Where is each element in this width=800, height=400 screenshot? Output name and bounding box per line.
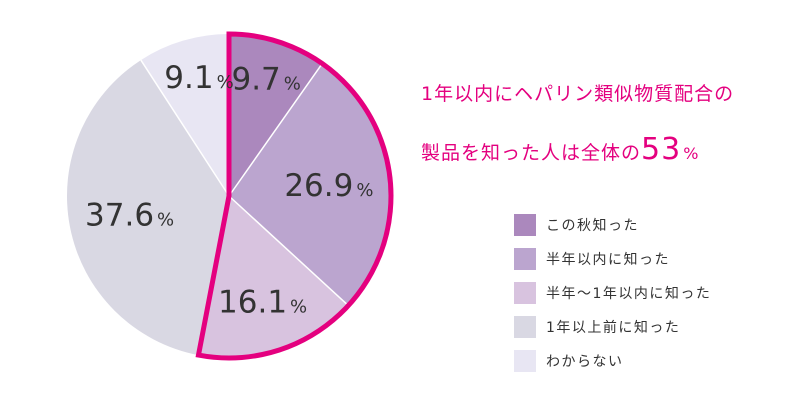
- pie-slice-3: [198, 196, 349, 359]
- legend: この秋知った 半年以内に知った 半年〜1年以内に知った 1年以上前に知った わか…: [514, 208, 784, 378]
- legend-swatch: [514, 248, 536, 270]
- legend-item-unknown: わからない: [514, 344, 784, 378]
- slice-value-number: 9.7: [231, 62, 280, 98]
- legend-swatch: [514, 316, 536, 338]
- headline-line-1: 1年以内にヘパリン類似物質配合の: [421, 83, 735, 105]
- slice-value-label: 16.1%: [218, 285, 307, 321]
- slice-value-unit: %: [284, 74, 301, 95]
- slice-value-unit: %: [356, 180, 373, 201]
- headline: 1年以内にヘパリン類似物質配合の 製品を知った人は全体の53%: [421, 66, 791, 182]
- legend-label: 半年以内に知った: [546, 252, 670, 268]
- slice-divider: [228, 63, 323, 197]
- headline-line-2-text: 製品を知った人は全体の: [421, 142, 642, 164]
- pie-value-labels: 9.7 %26.9 %16.1 %37.6 %9.1%: [85, 60, 373, 321]
- legend-label: 半年〜1年以内に知った: [546, 286, 712, 302]
- slice-value-label: 37.6%: [85, 198, 174, 234]
- headline-line-2: 製品を知った人は全体の53%: [421, 122, 791, 182]
- slice-value-unit: %: [157, 210, 174, 231]
- slice-value-number: 9.1: [164, 60, 213, 96]
- slice-value-number: 26.9: [284, 168, 353, 204]
- headline-percent-unit: %: [683, 144, 700, 163]
- legend-label: わからない: [546, 354, 624, 370]
- legend-item-within-half-year: 半年以内に知った: [514, 242, 784, 276]
- slice-value-number: 16.1: [218, 285, 287, 321]
- headline-percent-value: 53: [641, 132, 682, 167]
- pie-slice-1: [229, 34, 323, 196]
- slice-value-label: 26.9%: [284, 168, 373, 204]
- slice-divider: [228, 195, 349, 307]
- legend-label: 1年以上前に知った: [546, 320, 681, 336]
- pie-slice-2: [229, 63, 391, 306]
- highlight-outline: [195, 31, 394, 361]
- legend-swatch: [514, 214, 536, 236]
- slice-divider: [140, 59, 230, 197]
- pie-slice-5: [140, 34, 229, 196]
- legend-item-half-to-one-year: 半年〜1年以内に知った: [514, 276, 784, 310]
- slice-value-number: 37.6: [85, 198, 154, 234]
- slice-value-label: 9.1%: [164, 60, 233, 96]
- legend-swatch: [514, 350, 536, 372]
- legend-item-this-fall: この秋知った: [514, 208, 784, 242]
- legend-swatch: [514, 282, 536, 304]
- slice-value-unit: %: [217, 72, 234, 93]
- legend-item-over-one-year: 1年以上前に知った: [514, 310, 784, 344]
- slice-value-unit: %: [290, 297, 307, 318]
- legend-label: この秋知った: [546, 218, 639, 234]
- slice-value-label: 9.7%: [231, 62, 300, 98]
